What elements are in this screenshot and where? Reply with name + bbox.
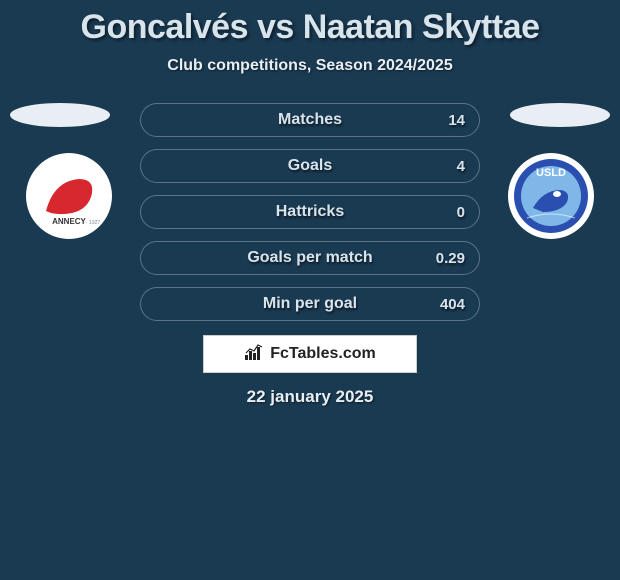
stat-label: Min per goal <box>263 295 357 313</box>
svg-text:ANNECY: ANNECY <box>52 217 86 226</box>
stat-value-right: 0.29 <box>436 250 465 267</box>
stat-value-right: 404 <box>440 296 465 313</box>
stat-row: Hattricks 0 <box>140 195 480 229</box>
stat-row: Min per goal 404 <box>140 287 480 321</box>
stat-row: Matches 14 <box>140 103 480 137</box>
season-subtitle: Club competitions, Season 2024/2025 <box>0 57 620 75</box>
watermark-text: FcTables.com <box>270 345 376 363</box>
stat-label: Goals <box>288 157 332 175</box>
stat-rows: Matches 14 Goals 4 Hattricks 0 Goals per… <box>140 103 480 321</box>
comparison-card: Goncalvés vs Naatan Skyttae Club competi… <box>0 0 620 407</box>
player-portrait-left <box>10 103 110 127</box>
svg-text:· 1927: · 1927 <box>86 220 100 226</box>
chart-icon <box>244 343 264 366</box>
stat-value-right: 0 <box>457 204 465 221</box>
team-badge-left: ANNECY · 1927 <box>26 153 112 239</box>
stat-value-right: 14 <box>448 112 465 129</box>
usld-icon: USLD <box>513 158 589 234</box>
stats-area: ANNECY · 1927 USLD Matches 14 <box>0 103 620 321</box>
svg-text:USLD: USLD <box>536 167 566 179</box>
stat-label: Hattricks <box>276 203 344 221</box>
stat-row: Goals per match 0.29 <box>140 241 480 275</box>
player-portrait-right <box>510 103 610 127</box>
annecy-fc-icon: ANNECY · 1927 <box>34 161 104 231</box>
watermark-badge: FcTables.com <box>203 335 417 373</box>
page-title: Goncalvés vs Naatan Skyttae <box>0 8 620 47</box>
stat-label: Matches <box>278 111 342 129</box>
date-line: 22 january 2025 <box>0 387 620 407</box>
stat-label: Goals per match <box>247 249 372 267</box>
team-badge-right: USLD <box>508 153 594 239</box>
stat-value-right: 4 <box>457 158 465 175</box>
stat-row: Goals 4 <box>140 149 480 183</box>
